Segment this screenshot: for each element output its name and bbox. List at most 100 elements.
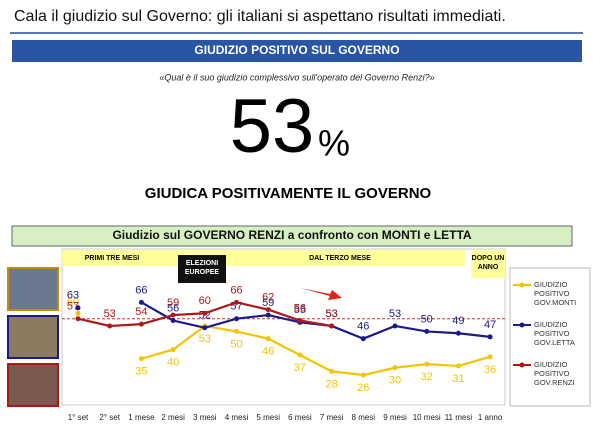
period-band	[471, 250, 505, 278]
x-tick-label: 5 mesi	[256, 413, 280, 422]
value-label: 63	[67, 290, 79, 302]
point	[202, 310, 208, 316]
point	[234, 328, 239, 334]
value-label: 57	[67, 301, 79, 313]
headline-value: 53	[230, 84, 315, 169]
value-label: 50	[230, 338, 242, 350]
value-label: 50	[421, 313, 433, 325]
value-label: 54	[135, 306, 147, 318]
photo-monti	[7, 267, 59, 311]
value-label: 31	[452, 373, 464, 385]
question: «Qual è il suo giudizio complessivo sull…	[159, 72, 434, 82]
value-label: 35	[135, 366, 147, 378]
legend-label: GIUDIZIO POSITIVO GOV.MONTI	[534, 280, 577, 307]
x-tick-label: 10 mesi	[413, 413, 441, 422]
period-band	[62, 250, 162, 266]
value-label: 28	[325, 378, 337, 390]
point	[487, 334, 493, 340]
x-tick-label: 1° set	[68, 413, 89, 422]
event-label: ELEZIONI EUROPEE	[184, 260, 220, 276]
arrow	[300, 288, 342, 300]
banner: GIUDIZIO POSITIVO SUL GOVERNO	[194, 43, 399, 57]
legend-swatch	[519, 322, 525, 328]
value-label: 60	[67, 296, 79, 308]
point	[424, 361, 430, 367]
x-tick-label: 1 anno	[478, 413, 503, 422]
legend-label: GIUDIZIO POSITIVO GOV.RENZI	[534, 360, 575, 387]
period-label-box: DOPO UN ANNO	[471, 255, 505, 271]
title: Cala il giudizio sul Governo: gli italia…	[14, 8, 506, 25]
value-label: 56	[167, 302, 179, 314]
x-tick-label: 7 mesi	[320, 413, 344, 422]
headline-unit: %	[318, 123, 350, 164]
x-tick-label: 4 mesi	[225, 413, 249, 422]
value-label: 55	[294, 304, 306, 316]
point	[138, 321, 144, 327]
point	[75, 316, 81, 322]
point	[265, 312, 271, 318]
point	[360, 336, 366, 342]
headline-caption: GIUDICA POSITIVAMENTE IL GOVERNO	[145, 185, 432, 202]
chart-title-bg	[11, 225, 573, 247]
point	[424, 328, 430, 334]
series-line	[141, 324, 491, 377]
plot-frame	[61, 248, 506, 406]
point	[234, 299, 239, 305]
legend-swatch	[519, 362, 525, 368]
point	[329, 323, 335, 329]
value-label: 30	[389, 375, 401, 387]
point	[107, 323, 113, 329]
value-label: 46	[357, 321, 369, 333]
point	[170, 318, 176, 324]
point	[170, 347, 176, 353]
point	[234, 316, 239, 322]
x-tick-label: 8 mesi	[352, 413, 376, 422]
event-box	[178, 255, 226, 283]
value-label: 53	[199, 333, 211, 345]
point	[297, 318, 303, 324]
value-label: 37	[294, 362, 306, 374]
value-label: 53	[389, 308, 401, 320]
point	[455, 363, 461, 369]
point	[297, 352, 303, 358]
value-label: 32	[421, 371, 433, 383]
point	[170, 312, 176, 318]
value-label: 53	[325, 308, 337, 320]
value-label: 26	[357, 382, 369, 394]
point	[360, 372, 366, 378]
value-label: 40	[167, 356, 179, 368]
value-label: 66	[135, 284, 147, 296]
period-label: PRIMI TRE MESI	[85, 255, 140, 262]
x-tick-label: 2 mesi	[161, 413, 185, 422]
x-tick-label: 3 mesi	[193, 413, 217, 422]
point	[75, 305, 81, 311]
value-label: 59	[262, 297, 274, 309]
value-label: 56	[294, 302, 306, 314]
point	[455, 330, 461, 336]
banner-bg	[12, 40, 582, 62]
point	[329, 368, 335, 374]
photo-renzi	[7, 363, 59, 407]
period-label: DOPO UN ANNO	[471, 255, 505, 271]
legend-frame	[509, 267, 591, 407]
value-label: 36	[484, 364, 496, 376]
value-label: 66	[230, 284, 242, 296]
point	[202, 325, 208, 331]
point	[265, 307, 271, 313]
x-tick-label: 6 mesi	[288, 413, 312, 422]
period-band	[162, 250, 465, 266]
point	[75, 310, 81, 316]
point	[265, 336, 271, 342]
value-label: 59	[167, 297, 179, 309]
period-label: DAL TERZO MESE	[309, 255, 371, 262]
value-label: 62	[262, 292, 274, 304]
x-tick-label: 2° set	[99, 413, 120, 422]
value-label: 60	[199, 295, 211, 307]
value-label: 47	[484, 319, 496, 331]
value-label: 53	[104, 308, 116, 320]
point	[138, 356, 144, 362]
value-label: 46	[262, 346, 274, 358]
value-label: 49	[452, 315, 464, 327]
